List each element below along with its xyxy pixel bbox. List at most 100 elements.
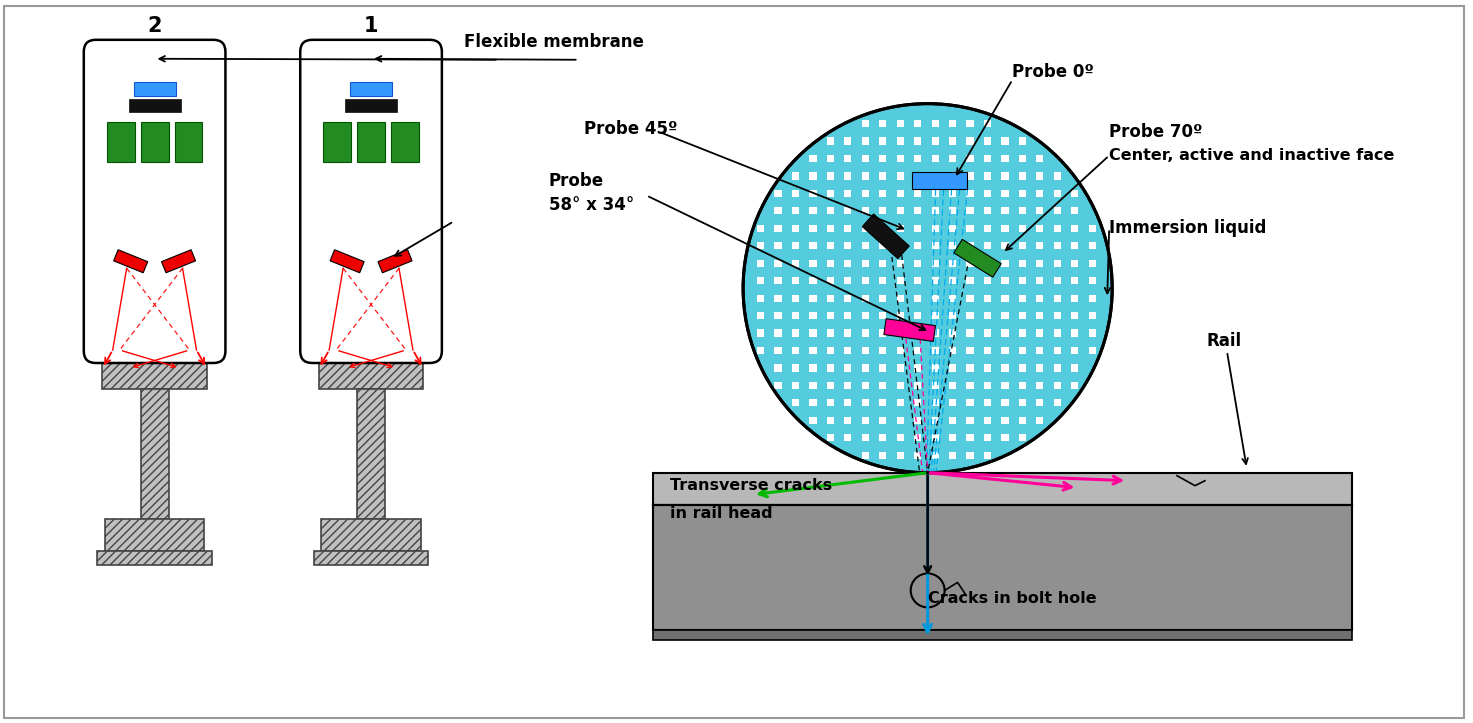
Bar: [931, 294, 938, 301]
Bar: [1019, 416, 1027, 424]
Bar: [1053, 364, 1061, 372]
Bar: [879, 242, 887, 249]
Bar: [1053, 172, 1061, 179]
Bar: [844, 190, 851, 197]
Bar: [809, 347, 816, 354]
Bar: [826, 172, 834, 179]
Bar: [809, 277, 816, 284]
Bar: [1037, 172, 1043, 179]
Bar: [1019, 330, 1027, 337]
Bar: [897, 137, 904, 145]
Bar: [1037, 155, 1043, 162]
Bar: [314, 550, 429, 565]
Bar: [984, 294, 991, 301]
Bar: [949, 225, 956, 232]
Polygon shape: [330, 249, 364, 273]
Bar: [879, 416, 887, 424]
Bar: [1053, 260, 1061, 267]
Bar: [931, 155, 938, 162]
Bar: [966, 330, 974, 337]
Bar: [844, 172, 851, 179]
FancyBboxPatch shape: [84, 40, 225, 363]
Bar: [984, 330, 991, 337]
Bar: [1002, 312, 1009, 320]
Bar: [1019, 277, 1027, 284]
Bar: [826, 399, 834, 406]
Bar: [1071, 260, 1078, 267]
Bar: [826, 260, 834, 267]
Bar: [1019, 208, 1027, 215]
Bar: [879, 330, 887, 337]
Bar: [792, 364, 798, 372]
Bar: [809, 364, 816, 372]
Bar: [1002, 435, 1009, 442]
Bar: [862, 435, 869, 442]
Bar: [915, 155, 921, 162]
Bar: [1037, 382, 1043, 389]
Bar: [757, 294, 764, 301]
Bar: [1037, 330, 1043, 337]
Bar: [966, 260, 974, 267]
Bar: [775, 277, 782, 284]
Bar: [1037, 294, 1043, 301]
Text: 58° x 34°: 58° x 34°: [548, 197, 633, 215]
Bar: [140, 121, 168, 161]
Bar: [1019, 155, 1027, 162]
Bar: [1089, 347, 1096, 354]
Bar: [862, 225, 869, 232]
Bar: [949, 347, 956, 354]
Bar: [809, 190, 816, 197]
Bar: [1071, 364, 1078, 372]
Text: Probe: Probe: [548, 173, 604, 190]
Bar: [809, 330, 816, 337]
Bar: [1071, 225, 1078, 232]
Bar: [1053, 347, 1061, 354]
Bar: [1019, 347, 1027, 354]
Bar: [757, 347, 764, 354]
Bar: [826, 155, 834, 162]
Bar: [931, 260, 938, 267]
Bar: [915, 347, 921, 354]
Bar: [1071, 294, 1078, 301]
Bar: [1053, 208, 1061, 215]
Text: 2: 2: [147, 16, 162, 36]
Bar: [966, 225, 974, 232]
Bar: [140, 389, 168, 518]
Bar: [1053, 382, 1061, 389]
Bar: [862, 172, 869, 179]
Bar: [984, 225, 991, 232]
Bar: [775, 364, 782, 372]
Bar: [844, 208, 851, 215]
Bar: [862, 452, 869, 459]
Bar: [775, 208, 782, 215]
Bar: [915, 137, 921, 145]
Bar: [897, 347, 904, 354]
Bar: [1037, 277, 1043, 284]
Bar: [844, 260, 851, 267]
Bar: [809, 312, 816, 320]
Bar: [844, 347, 851, 354]
Bar: [356, 121, 384, 161]
Bar: [775, 190, 782, 197]
Bar: [949, 155, 956, 162]
Bar: [984, 399, 991, 406]
Bar: [984, 347, 991, 354]
Bar: [654, 630, 1352, 641]
Bar: [318, 351, 423, 389]
Bar: [966, 155, 974, 162]
Bar: [1019, 172, 1027, 179]
Bar: [1071, 312, 1078, 320]
Bar: [879, 294, 887, 301]
Bar: [1071, 208, 1078, 215]
Bar: [984, 435, 991, 442]
Bar: [1089, 225, 1096, 232]
Bar: [915, 208, 921, 215]
Bar: [809, 225, 816, 232]
Bar: [949, 120, 956, 127]
Bar: [897, 190, 904, 197]
Bar: [1037, 312, 1043, 320]
Bar: [844, 242, 851, 249]
Bar: [862, 208, 869, 215]
Bar: [809, 172, 816, 179]
Bar: [931, 399, 938, 406]
